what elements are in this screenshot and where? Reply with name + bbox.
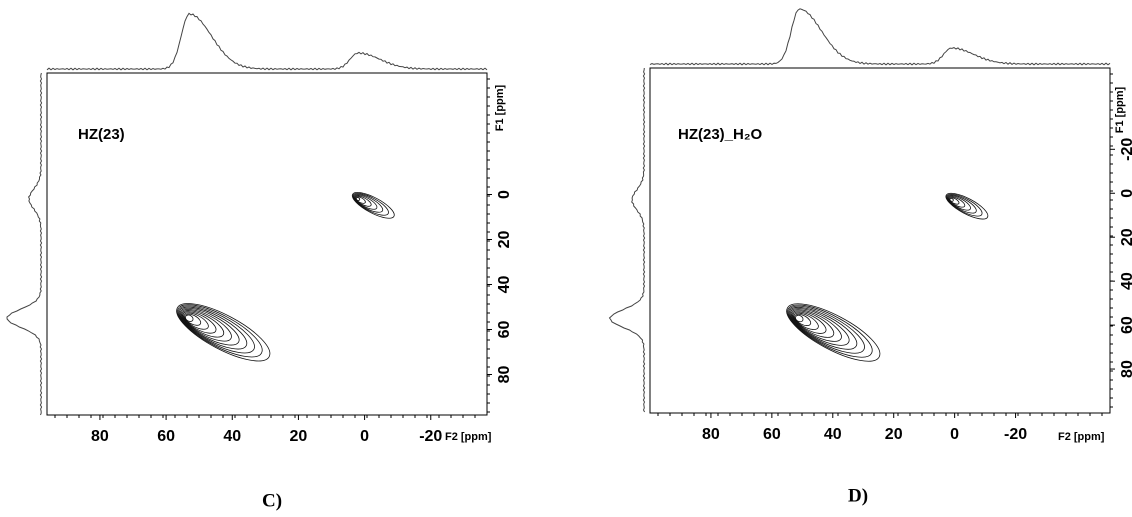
contours: [786, 192, 989, 362]
panel-label: C): [262, 490, 282, 511]
contour-level: [794, 313, 812, 326]
contour-level: [788, 306, 858, 350]
contour-level: [945, 192, 989, 220]
contour-level: [355, 197, 361, 201]
contour-level: [792, 311, 827, 334]
x-tick-label: 80: [702, 426, 720, 443]
y-tick-label: 80: [496, 366, 513, 384]
x-tick-label: 20: [885, 426, 903, 443]
contour-level: [181, 310, 225, 338]
annotation: HZ(23): [78, 126, 125, 143]
plot-frame: [649, 67, 1111, 414]
contour-level: [354, 195, 372, 207]
x-tick-label: 40: [824, 426, 842, 443]
contour-level: [176, 303, 271, 362]
x-tick-label: -20: [419, 428, 442, 445]
f2-projection: [649, 8, 1111, 66]
contour-level: [177, 304, 263, 358]
contour-level: [946, 193, 983, 217]
contour-level: [180, 309, 232, 342]
y-tick-label: 60: [496, 321, 513, 339]
contours: [176, 192, 395, 362]
contour-level: [178, 306, 248, 350]
contour-level: [795, 314, 804, 323]
contour-level: [183, 312, 209, 330]
contour-level: [791, 310, 835, 338]
x-tick-label: 80: [91, 428, 109, 445]
contour-level: [184, 313, 202, 326]
contour-level: [949, 197, 954, 202]
contour-level: [948, 196, 966, 208]
y-tick-label: 0: [1119, 189, 1132, 198]
x-tick-label: 60: [157, 428, 175, 445]
x-tick-label: -20: [1004, 426, 1027, 443]
x-tick-label: 0: [950, 426, 959, 443]
y-tick-label: -20: [1119, 138, 1132, 161]
contour-level: [182, 311, 217, 334]
contour-level: [790, 309, 842, 342]
x-tick-label: 40: [223, 428, 241, 445]
plot-frame: [46, 72, 488, 416]
contour-level: [788, 305, 865, 354]
contour-level: [353, 193, 384, 213]
y-tick-label: 20: [1119, 228, 1132, 246]
f1-projection: [608, 67, 646, 413]
f1-projection: [6, 72, 43, 416]
f2-projection: [46, 12, 488, 71]
x-tick-label: 60: [763, 426, 781, 443]
contour-level: [787, 304, 873, 358]
contour-level: [946, 194, 977, 214]
contour-level: [352, 192, 389, 216]
y-axis-title: F1 [ppm]: [1114, 86, 1126, 133]
y-tick-label: 40: [496, 276, 513, 294]
contour-level: [793, 312, 819, 330]
contour-level: [789, 308, 850, 346]
y-tick-label: 80: [1119, 360, 1132, 378]
y-tick-label: 40: [1119, 272, 1132, 290]
panel-label: D): [848, 485, 868, 506]
annotation: HZ(23)_H₂O: [678, 126, 763, 143]
contour-level: [786, 303, 881, 362]
contour-level: [355, 196, 366, 204]
x-tick-label: 20: [290, 428, 308, 445]
contour-level: [179, 307, 240, 346]
y-tick-label: 60: [1119, 316, 1132, 334]
x-tick-label: 0: [360, 428, 369, 445]
y-tick-label: 20: [496, 231, 513, 249]
y-tick-label: 0: [496, 190, 513, 199]
contour-level: [353, 194, 378, 210]
contour-level: [947, 195, 971, 211]
y-axis-title: F1 [ppm]: [494, 84, 506, 131]
x-axis-title: F2 [ppm]: [1058, 431, 1105, 443]
contour-level: [185, 314, 194, 322]
contour-level: [948, 197, 960, 205]
x-axis-title: F2 [ppm]: [445, 431, 492, 443]
contour-level: [178, 305, 255, 354]
contour-level: [351, 192, 395, 219]
